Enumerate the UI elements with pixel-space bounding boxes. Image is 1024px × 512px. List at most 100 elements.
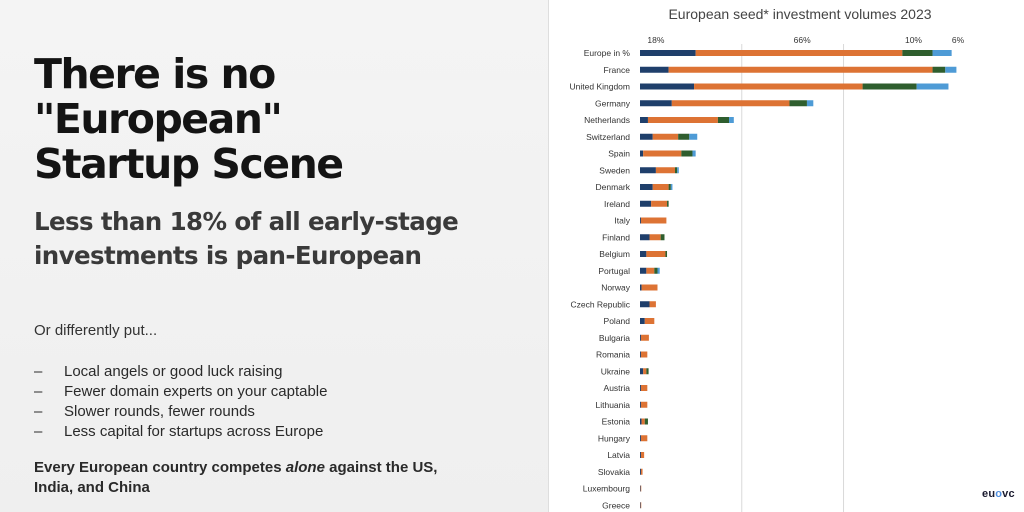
bar-segment [640, 502, 641, 509]
bar-segment [789, 100, 807, 107]
dash-icon: – [34, 403, 43, 420]
bar-segment [717, 117, 730, 123]
category-label: Switzerland [586, 132, 630, 142]
bar-segment [640, 284, 642, 291]
bar-segment [932, 66, 946, 73]
bar-segment [640, 117, 648, 123]
bar-segment [665, 251, 668, 257]
stacked-bar-chart: 18% 66% 10% 6% Europe in % France United Kingd… [570, 35, 965, 512]
bullet-item: – Fewer domain experts on your captable [34, 382, 327, 402]
bar-segment [671, 100, 790, 107]
bar-segment [655, 167, 675, 174]
slide-subtitle: Less than 18% of all early-stage investm… [34, 205, 514, 273]
bar-segment [641, 284, 658, 291]
category-label: Netherlands [584, 115, 630, 125]
bar-segment [649, 234, 661, 241]
bar-segment [640, 435, 648, 442]
title-line: "European" [34, 95, 283, 143]
top-annotation: 66% [794, 35, 811, 45]
bar-segment [652, 133, 679, 140]
bar-segment [640, 351, 641, 358]
bar-segment [640, 50, 696, 56]
category-label: Italy [614, 216, 630, 226]
category-label: United Kingdom [570, 82, 630, 92]
bar-segment [677, 167, 679, 174]
bar-segment [643, 150, 682, 157]
bullet-item: – Local angels or good luck raising [34, 362, 327, 382]
bar-segment [674, 167, 678, 174]
top-annotation: 10% [905, 35, 922, 45]
bar-segment [640, 452, 641, 458]
footer-emphasis: alone [285, 459, 325, 476]
bar-segment [640, 385, 641, 391]
bullet-text: Slower rounds, fewer rounds [64, 403, 255, 420]
bar-segment [640, 100, 672, 107]
bar-segment [945, 66, 957, 73]
dash-icon: – [34, 363, 43, 380]
bar-segment [640, 502, 642, 509]
bar-segment [670, 184, 673, 190]
logo-text: vc [1002, 488, 1015, 500]
bar-segment [640, 66, 669, 73]
bar-segment [692, 150, 696, 157]
bar-segment [643, 368, 647, 375]
category-label: Belgium [599, 249, 630, 259]
bar-segment [640, 150, 644, 157]
category-label: Spain [608, 149, 630, 159]
category-label: Europe in % [584, 48, 631, 58]
bar-segment [646, 368, 649, 375]
bar-segment [694, 83, 863, 90]
category-label: Sweden [599, 165, 630, 175]
bar-segment [640, 200, 652, 207]
subtitle-line: Less than 18% of all early-stage [34, 207, 459, 236]
bar-segment [862, 83, 917, 90]
bar-segment [640, 452, 645, 458]
bar-segment [647, 117, 718, 123]
bar-segment [640, 385, 648, 391]
category-label: France [604, 65, 631, 75]
category-label: Norway [601, 283, 631, 293]
category-label: Czech Republic [570, 299, 630, 309]
category-label: Romania [596, 350, 630, 360]
bar-segment [640, 418, 642, 425]
bar-segment [640, 468, 643, 475]
category-label: Ukraine [601, 366, 631, 376]
bullet-list: – Local angels or good luck raising – Fewe… [34, 362, 327, 442]
logo-accent: o [995, 488, 1003, 500]
bar-segment [689, 133, 698, 140]
category-label: Estonia [602, 417, 631, 427]
dash-icon: – [34, 383, 43, 400]
bar-segment [640, 217, 641, 224]
bar-segment [640, 184, 653, 190]
category-label: Greece [602, 500, 630, 510]
category-label: Ireland [604, 199, 630, 209]
bar-segment [681, 150, 693, 157]
category-label: Poland [604, 316, 631, 326]
category-label: Lithuania [595, 400, 630, 410]
panel-divider [548, 0, 549, 512]
category-label: Finland [602, 232, 630, 242]
left-panel: There is no "European" Startup Scene Les… [0, 0, 548, 512]
bar-segment [640, 485, 642, 492]
bar-segment [640, 351, 648, 358]
bar-segment [916, 83, 949, 90]
bar-segment [695, 50, 903, 56]
bar-segment [640, 301, 650, 308]
top-annotation: 6% [952, 35, 965, 45]
bar-segment [644, 418, 648, 425]
bar-segment [729, 117, 734, 123]
bar-segment [640, 401, 648, 408]
bar-segment [668, 66, 933, 73]
bar-segment [806, 100, 814, 107]
category-label: Austria [604, 383, 631, 393]
bar-segment [657, 267, 660, 274]
bar-segment [640, 435, 641, 442]
bar-segment [668, 184, 671, 190]
bar-segment [646, 251, 666, 257]
bar-segment [640, 401, 641, 408]
category-label: Latvia [607, 450, 630, 460]
euvc-logo: euovc [982, 488, 1015, 500]
slide-title: There is no "European" Startup Scene [34, 52, 474, 187]
bullet-text: Less capital for startups across Europe [64, 423, 324, 440]
intro-text: Or differently put... [34, 322, 158, 339]
